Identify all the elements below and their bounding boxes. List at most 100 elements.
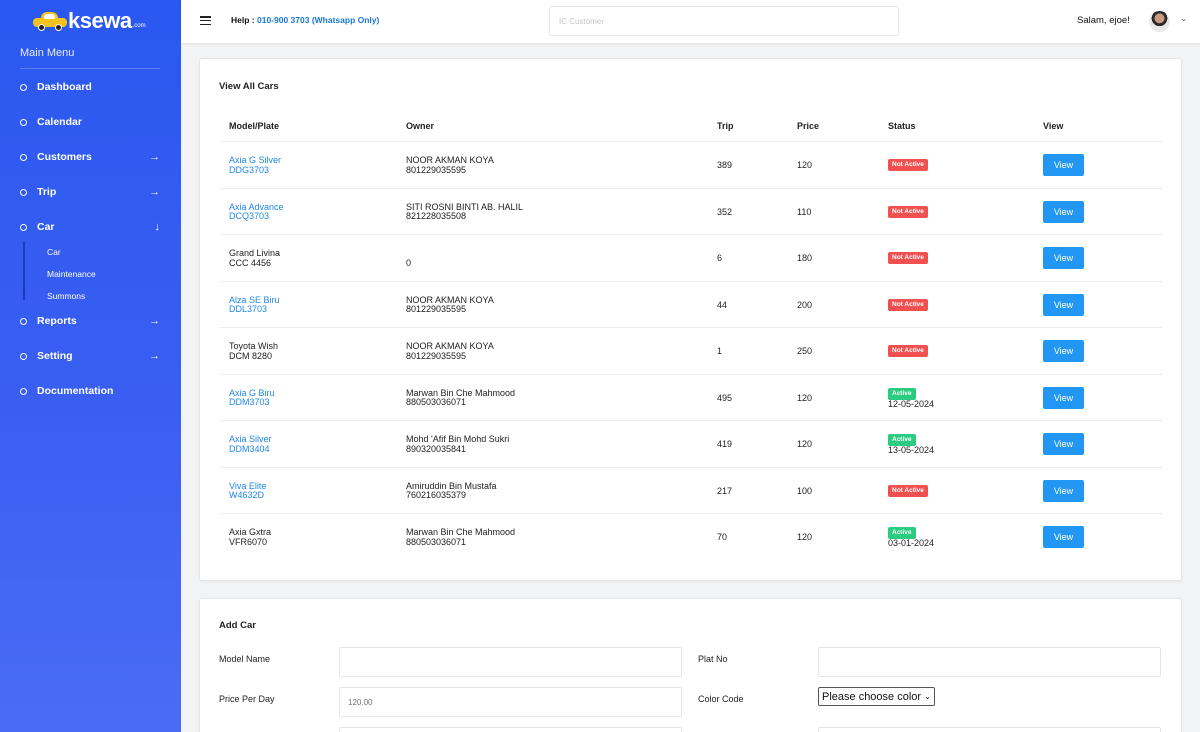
avatar[interactable] <box>1149 11 1170 32</box>
view-button[interactable]: View <box>1043 526 1084 548</box>
brand-name: ksewa <box>68 8 132 33</box>
color-code-select[interactable]: Please choose color ⌄ <box>818 687 935 706</box>
circle-bullet-icon <box>20 352 27 360</box>
model-plate-cell[interactable]: Axia Advance DCQ3703 <box>229 202 284 222</box>
help-label: Help : <box>231 15 255 25</box>
price-cell: 120 <box>797 392 813 403</box>
car-plate: DDM3404 <box>229 443 270 454</box>
arrow-right-icon: → <box>149 350 160 362</box>
help-phone[interactable]: 010-900 3703 (Whatsapp Only) <box>257 15 380 25</box>
sidebar-item-calendar[interactable]: Calendar <box>20 112 162 132</box>
car-model: Toyota Wish <box>229 341 279 351</box>
extra-field-right[interactable] <box>818 727 1161 732</box>
sidebar-item-label: Documentation <box>37 385 114 397</box>
cars-table-card: View All Cars Model/Plate Owner Trip Pri… <box>199 58 1182 581</box>
status-cell: Not Active <box>888 252 928 264</box>
view-button[interactable]: View <box>1043 293 1084 316</box>
column-header-view: View <box>1043 121 1064 131</box>
owner-id: 880503036071 <box>406 397 467 407</box>
trip-cell: 389 <box>717 160 733 170</box>
view-button[interactable]: View <box>1043 200 1084 223</box>
trip-cell: 495 <box>717 392 733 403</box>
price-cell: 110 <box>797 206 812 217</box>
car-logo-icon <box>33 11 67 31</box>
model-name-label: Model Name <box>219 654 271 664</box>
plate-no-label: Plat No <box>698 654 728 664</box>
owner-name: NOOR AKMAN KOYA <box>406 341 494 351</box>
chevron-down-icon[interactable]: ⌄ <box>1180 13 1188 23</box>
plate-no-field[interactable] <box>818 647 1161 677</box>
sidebar-item-trip[interactable]: Trip → <box>20 182 162 202</box>
trip-cell: 44 <box>717 299 728 310</box>
status-badge: Active <box>888 434 916 446</box>
model-plate-cell[interactable]: Alza SE Biru DDL3703 <box>229 295 280 315</box>
owner-name: Marwan Bin Che Mahmood <box>406 387 516 398</box>
help-contact: Help : 010-900 3703 (Whatsapp Only) <box>231 15 379 25</box>
price-per-day-field[interactable] <box>339 687 682 717</box>
submenu-item-summons[interactable]: Summons <box>47 291 86 301</box>
view-button[interactable]: View <box>1043 340 1084 362</box>
sidebar-item-label: Car <box>37 221 55 233</box>
sidebar-item-car[interactable]: Car ↓ <box>20 217 162 237</box>
table-row: Grand Livina CCC 4456 0 6 180 Not Active View <box>220 234 1163 281</box>
status-badge: Active <box>888 387 916 400</box>
status-cell: Active 13-05-2024 <box>888 434 934 456</box>
car-model: Axia Gxtra <box>229 527 272 537</box>
view-button[interactable]: View <box>1043 386 1084 409</box>
status-badge: Active <box>888 527 916 539</box>
owner-name: Amiruddin Bin Mustafa <box>406 480 497 491</box>
car-plate: W4632D <box>229 490 265 500</box>
status-badge: Not Active <box>888 205 928 218</box>
circle-bullet-icon <box>20 317 27 325</box>
arrow-right-icon: → <box>149 315 160 327</box>
owner-id: 821228035508 <box>406 211 467 221</box>
ic-customer-search-input[interactable] <box>549 6 899 36</box>
trip-cell: 6 <box>717 253 723 263</box>
sidebar-item-setting[interactable]: Setting → <box>20 346 162 366</box>
owner-cell: NOOR AKMAN KOYA 801229035595 <box>406 155 494 175</box>
sidebar-item-reports[interactable]: Reports → <box>20 311 162 331</box>
owner-cell: Marwan Bin Che Mahmood 880503036071 <box>406 387 516 408</box>
arrow-right-icon: → <box>149 186 160 198</box>
price-per-day-label: Price Per Day <box>219 694 275 704</box>
status-cell: Not Active <box>888 345 928 357</box>
hamburger-menu-icon[interactable] <box>200 16 211 26</box>
brand-logo[interactable]: ksewa .com <box>33 8 146 34</box>
owner-cell: NOOR AKMAN KOYA 801229035595 <box>406 295 494 315</box>
owner-cell: Mohd 'Afif Bin Mohd Sukri 890320035841 <box>406 434 510 454</box>
table-row: Toyota Wish DCM 8280 NOOR AKMAN KOYA 801229… <box>220 327 1163 374</box>
owner-id: 760216035379 <box>406 490 467 500</box>
trip-cell: 70 <box>717 532 728 542</box>
view-button[interactable]: View <box>1043 433 1084 455</box>
model-plate-cell[interactable]: Axia Silver DDM3404 <box>229 434 272 454</box>
model-plate-cell[interactable]: Viva Elite W4632D <box>229 481 266 501</box>
submenu-item-car[interactable]: Car <box>47 247 61 257</box>
owner-id: 880503036071 <box>406 536 467 547</box>
extra-field-left[interactable] <box>339 727 682 732</box>
car-plate: VFR6070 <box>229 536 268 547</box>
circle-bullet-icon <box>20 387 27 395</box>
table-row: Axia G Silver DDG3703 NOOR AKMAN KOYA 80122… <box>220 141 1163 188</box>
circle-bullet-icon <box>20 153 27 161</box>
submenu-item-maintenance[interactable]: Maintenance <box>47 269 96 279</box>
table-row: Alza SE Biru DDL3703 NOOR AKMAN KOYA 801229… <box>220 280 1163 328</box>
sidebar-item-dashboard[interactable]: Dashboard <box>20 77 162 97</box>
status-cell: Active 03-01-2024 <box>888 527 934 549</box>
owner-id: 890320035841 <box>406 443 467 454</box>
price-cell: 120 <box>797 439 813 449</box>
view-button[interactable]: View <box>1043 154 1084 176</box>
owner-name: Mohd 'Afif Bin Mohd Sukri <box>406 434 510 444</box>
view-button[interactable]: View <box>1043 247 1084 269</box>
sidebar-item-documentation[interactable]: Documentation <box>20 381 162 401</box>
model-plate-cell[interactable]: Axia G Silver DDG3703 <box>229 155 281 175</box>
status-cell: Not Active <box>888 205 928 218</box>
owner-cell: Marwan Bin Che Mahmood 880503036071 <box>406 527 515 547</box>
owner-cell: Amiruddin Bin Mustafa 760216035379 <box>406 480 497 501</box>
user-greeting: Salam, ejoe! <box>1077 15 1130 26</box>
column-header-owner: Owner <box>406 121 435 131</box>
sidebar-item-customers[interactable]: Customers → <box>20 147 162 167</box>
model-plate-cell[interactable]: Axia G Biru DDM3703 <box>229 388 275 408</box>
topbar: Help : 010-900 3703 (Whatsapp Only) Sala… <box>181 0 1200 43</box>
view-button[interactable]: View <box>1043 479 1084 502</box>
model-name-field[interactable] <box>339 647 682 677</box>
